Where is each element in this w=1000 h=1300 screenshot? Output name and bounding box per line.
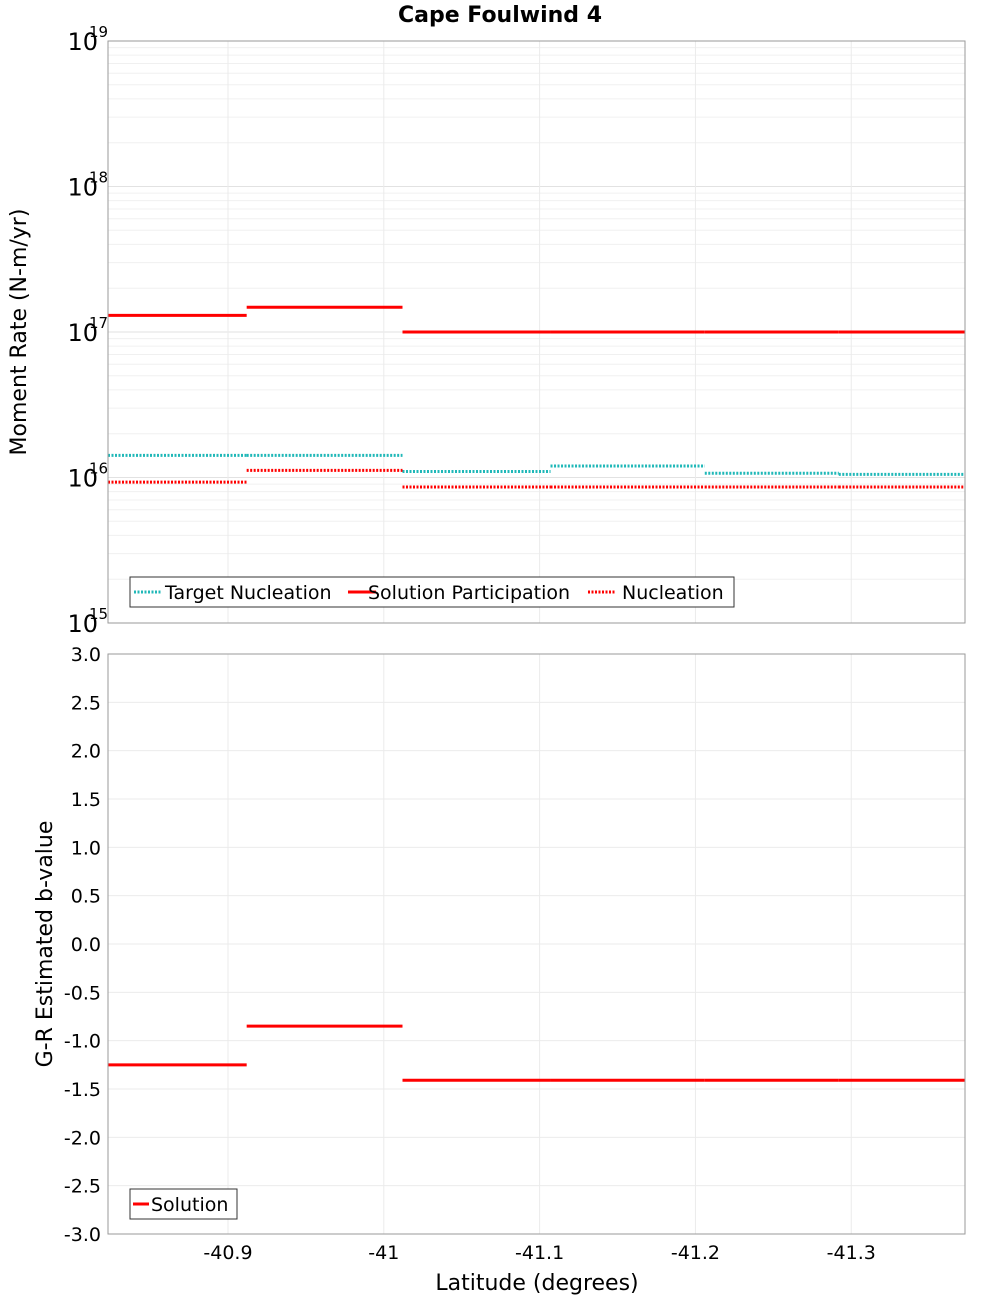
bottom-y-tick-label: 1.5 xyxy=(71,789,101,811)
top-y-tick-exponent: 19 xyxy=(89,23,108,41)
x-tick-label: -41 xyxy=(368,1242,399,1264)
top-legend-label: Target Nucleation xyxy=(164,582,332,604)
top-legend: Target Nucleation Solution Participation N… xyxy=(129,576,735,608)
top-y-tick-exponent: 16 xyxy=(89,460,108,478)
bottom-series xyxy=(108,1024,965,1082)
top-y-axis-label: Moment Rate (N-m/yr) xyxy=(7,209,32,456)
bottom-y-tick-label: -1.5 xyxy=(64,1079,101,1101)
top-y-tick-base: 10 xyxy=(67,319,98,347)
bottom-y-tick-label: -2.5 xyxy=(64,1176,101,1198)
bottom-y-tick-label: 2.0 xyxy=(71,741,101,763)
x-tick-label: -41.2 xyxy=(671,1242,720,1264)
top-legend-label: Solution Participation xyxy=(368,582,570,604)
bottom-legend-label: Solution xyxy=(151,1194,228,1216)
bottom-y-tick-labels: 3.0 2.5 2.0 1.5 1.0 0.5 0.0 -0.5 -1.0 -1.5 -2.0 -2.… xyxy=(64,644,101,1246)
chart-title: Cape Foulwind 4 xyxy=(398,3,602,28)
top-plot-frame xyxy=(107,40,966,624)
bottom-panel: 3.0 2.5 2.0 1.5 1.0 0.5 0.0 -0.5 -1.0 -1.5 -2.0 -2.… xyxy=(33,644,966,1246)
x-axis-label: Latitude (degrees) xyxy=(435,1271,638,1296)
bottom-plot-frame xyxy=(107,653,966,1235)
top-y-tick-exponent: 15 xyxy=(89,605,108,623)
x-tick-labels: -40.9 -41 -41.1 -41.2 -41.3 xyxy=(203,1242,875,1264)
top-y-tick-base: 10 xyxy=(67,610,98,638)
x-tick-label: -41.3 xyxy=(827,1242,876,1264)
x-tick-label: -40.9 xyxy=(203,1242,252,1264)
top-y-tick-base: 10 xyxy=(67,174,98,202)
bottom-y-tick-label: -3.0 xyxy=(64,1224,101,1246)
bottom-legend: Solution xyxy=(129,1188,238,1220)
bottom-y-tick-label: -1.0 xyxy=(64,1031,101,1053)
top-y-tick-base: 10 xyxy=(67,465,98,493)
bottom-y-axis-label: G-R Estimated b-value xyxy=(33,821,58,1068)
bottom-y-tick-label: 0.0 xyxy=(71,934,101,956)
top-y-tick-exponent: 18 xyxy=(89,169,108,187)
bottom-y-tick-label: 1.0 xyxy=(71,837,101,859)
bottom-y-tick-label: 3.0 xyxy=(71,644,101,666)
top-y-tick-base: 10 xyxy=(67,28,98,56)
bottom-y-tick-label: -0.5 xyxy=(64,982,101,1004)
bottom-y-tick-label: -2.0 xyxy=(64,1127,101,1149)
top-gridlines xyxy=(108,41,965,624)
top-legend-label: Nucleation xyxy=(622,582,724,604)
top-series xyxy=(108,305,965,489)
top-y-tick-exponent: 17 xyxy=(89,314,108,332)
bottom-y-tick-label: 0.5 xyxy=(71,886,101,908)
bottom-y-tick-label: 2.5 xyxy=(71,692,101,714)
x-tick-label: -41.1 xyxy=(515,1242,564,1264)
top-legend-box xyxy=(129,576,735,608)
